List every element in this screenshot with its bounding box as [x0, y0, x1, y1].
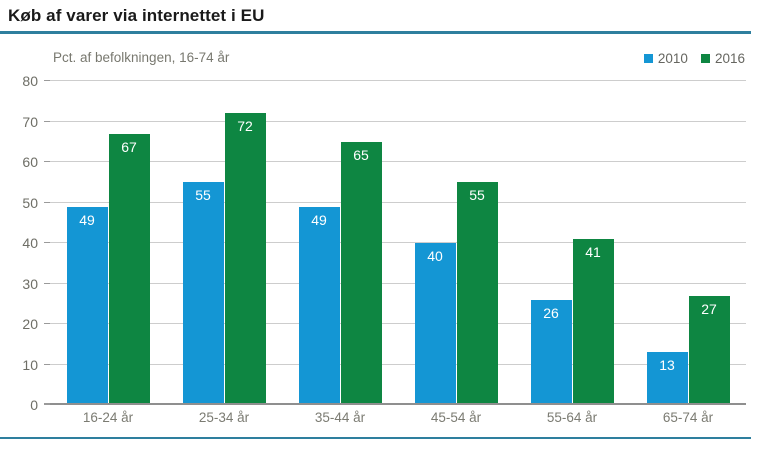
bar-group: 55 72 [166, 81, 282, 405]
y-tick-label: 0 [30, 397, 38, 413]
bar-value-label: 49 [311, 211, 327, 228]
x-tick-label: 45-54 år [430, 410, 482, 425]
x-tick-label: 16-24 år [82, 410, 134, 425]
bar-group: 49 67 [50, 81, 166, 405]
y-tick-label: 10 [22, 356, 38, 373]
bar-2016-55-64-år: 41 [572, 238, 614, 405]
bar-value-label: 55 [195, 187, 211, 204]
x-axis-line [44, 403, 746, 405]
bar-group: 40 55 [398, 81, 514, 405]
bar-2016-25-34-år: 72 [224, 113, 266, 405]
gridline [44, 120, 746, 122]
legend-swatch-icon [643, 54, 653, 63]
bar-value-label: 26 [543, 304, 559, 321]
bar-value-label: 49 [79, 211, 95, 228]
bottom-rule [0, 437, 751, 439]
y-tick-label: 30 [22, 275, 38, 292]
bar-value-label: 41 [585, 243, 601, 260]
bar-value-label: 65 [353, 146, 369, 163]
legend-label: 2010 [657, 51, 688, 66]
legend-item-2010: 2010 [643, 51, 688, 66]
legend: 2010 2016 [643, 51, 745, 66]
bar-2016-35-44-år: 65 [340, 141, 382, 405]
bar-group: 13 27 [630, 81, 746, 405]
bar-2010-45-54-år: 40 [414, 243, 456, 405]
bar-group: 26 41 [514, 81, 630, 405]
bar-2010-55-64-år: 26 [530, 299, 572, 405]
gridline [44, 161, 746, 162]
bar-2010-16-24-år: 49 [66, 206, 108, 405]
y-tick-label: 80 [22, 73, 38, 89]
y-tick-label: 50 [22, 194, 38, 211]
gridline [44, 323, 746, 324]
x-tick-label: 25-34 år [198, 410, 250, 425]
legend-item-2016: 2016 [700, 51, 745, 66]
bar-2016-65-74-år: 27 [688, 295, 730, 405]
y-axis-labels: 0 10 20 30 40 50 60 70 80 [0, 73, 40, 413]
y-tick-label: 70 [22, 113, 38, 130]
chart-subtitle: Pct. af befolkningen, 16-74 år [53, 50, 230, 65]
bar-2010-25-34-år: 55 [182, 182, 224, 405]
x-axis-labels: 16-24 år 25-34 år 35-44 år 45-54 år 55-64 år… [50, 410, 746, 425]
y-tick-label: 20 [22, 316, 38, 332]
y-tick-label: 40 [22, 235, 38, 251]
gridline [44, 242, 746, 243]
bar-2016-16-24-år: 67 [108, 133, 150, 405]
bar-groups: 49 67 55 72 49 65 40 55 26 41 13 27 [50, 81, 746, 405]
bar-value-label: 40 [427, 248, 443, 264]
chart-title: Køb af varer via internettet i EU [8, 6, 265, 25]
gridline [44, 80, 746, 81]
plot-area: 49 67 55 72 49 65 40 55 26 41 13 27 [44, 80, 746, 405]
bar-value-label: 72 [237, 118, 253, 135]
bar-value-label: 27 [701, 300, 717, 317]
bar-2016-45-54-år: 55 [456, 182, 498, 405]
legend-swatch-icon [700, 54, 710, 63]
title-rule [0, 31, 751, 34]
bar-2010-35-44-år: 49 [298, 206, 340, 405]
bar-2010-65-74-år: 13 [646, 352, 688, 405]
bar-value-label: 67 [121, 138, 137, 155]
x-tick-label: 55-64 år [546, 410, 598, 425]
x-tick-label: 35-44 år [314, 410, 366, 425]
gridline [44, 201, 746, 203]
gridline [44, 363, 746, 365]
y-tick-label: 60 [22, 154, 38, 170]
bar-value-label: 55 [469, 187, 485, 204]
bar-value-label: 13 [659, 357, 675, 374]
legend-label: 2016 [714, 51, 745, 66]
bar-group: 49 65 [282, 81, 398, 405]
x-tick-label: 65-74 år [662, 410, 714, 425]
gridline [44, 282, 746, 284]
